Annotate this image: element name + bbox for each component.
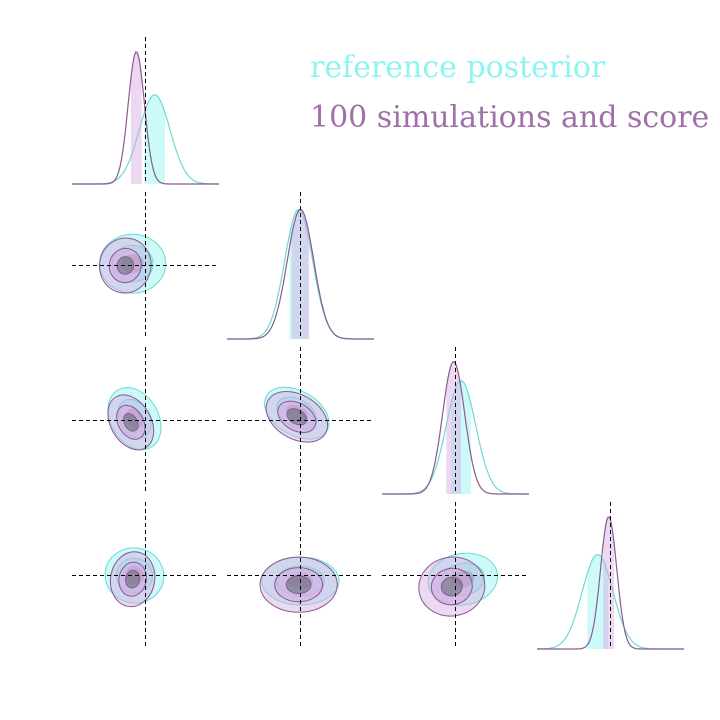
corner-panels (72, 37, 684, 650)
diag-panel-0 (72, 37, 219, 185)
contour-1-2 (285, 575, 312, 595)
pair-panel-3-1 (227, 502, 374, 649)
marginal-band-1-3 (603, 516, 615, 649)
marginal-band-0-1 (289, 209, 308, 339)
pair-panel-3-2 (382, 502, 529, 649)
contour-1-2 (440, 576, 463, 597)
contour-1-2 (116, 256, 135, 275)
marginal-band-0-3 (587, 554, 608, 649)
pair-panel-3-0 (72, 502, 219, 649)
legend-entry-simulations: 100 simulations and score (310, 100, 709, 135)
marginal-band-1-1 (291, 209, 310, 339)
contour-1-2 (125, 569, 141, 589)
pair-panel-2-0 (72, 347, 219, 494)
legend-entry-reference: reference posterior (310, 50, 606, 85)
marginal-band-0-0 (144, 94, 165, 184)
pair-panel-1-0 (72, 192, 219, 339)
diag-panel-1 (227, 192, 374, 340)
legend: reference posterior 100 simulations and … (310, 50, 709, 135)
marginal-band-0-2 (451, 380, 471, 494)
diag-panel-2 (382, 347, 529, 495)
marginal-curve-1-3 (537, 516, 684, 650)
pair-panel-2-1 (227, 347, 374, 494)
marginal-band-1-0 (130, 51, 142, 185)
diag-panel-3 (536, 502, 684, 650)
marginal-band-1-2 (446, 361, 461, 494)
contour-1-2 (122, 413, 139, 432)
